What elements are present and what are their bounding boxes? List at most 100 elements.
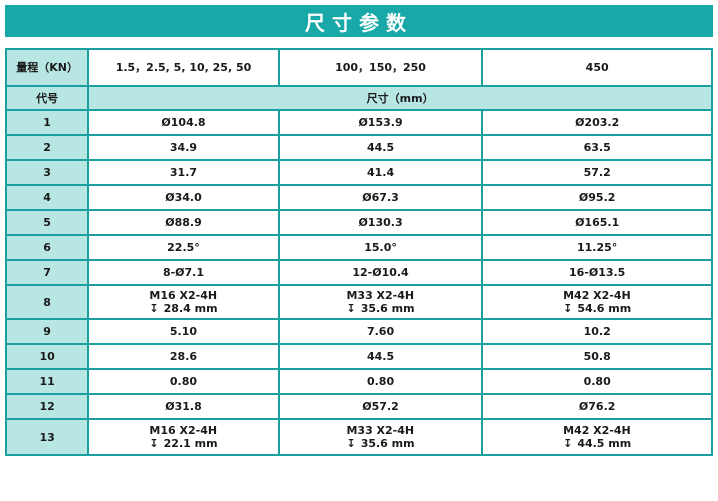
thread-depth-line: ↧ 54.6 mm (563, 302, 631, 315)
page-title: 尺寸参数 (5, 5, 713, 37)
thread-depth: 35.6 mm (360, 302, 415, 315)
thread-size: M42 X2-4H (563, 289, 631, 302)
range-value: 100，150，250 (277, 48, 484, 87)
thread-depth-line: ↧ 35.6 mm (346, 302, 414, 315)
table-cell: 44.5 (277, 134, 484, 161)
table-row: 11 0.80 0.80 0.80 (4, 368, 713, 395)
table-cell: 31.7 (87, 159, 280, 186)
table-row: 5 Ø88.9 Ø130.3 Ø165.1 (4, 209, 713, 236)
table-cell: M16 X2-4H ↧ 22.1 mm (87, 418, 280, 456)
code-header-row: 代号 尺寸（mm） (4, 85, 713, 111)
table-cell: 0.80 (481, 368, 713, 395)
thread-size: M16 X2-4H (149, 424, 218, 437)
table-cell: M16 X2-4H ↧ 28.4 mm (87, 284, 280, 320)
thread-depth: 28.4 mm (163, 302, 218, 315)
table-cell: 22.5° (87, 234, 280, 261)
table-cell: 15.0° (277, 234, 484, 261)
thread-spec: M16 X2-4H ↧ 22.1 mm (149, 424, 217, 450)
thread-spec: M16 X2-4H ↧ 28.4 mm (149, 289, 217, 315)
table-cell: 34.9 (87, 134, 280, 161)
table-row: 4 Ø34.0 Ø67.3 Ø95.2 (4, 184, 713, 211)
thread-spec: M33 X2-4H ↧ 35.6 mm (346, 289, 414, 315)
row-code: 7 (4, 259, 90, 286)
table-row: 10 28.6 44.5 50.8 (4, 343, 713, 370)
row-code: 2 (4, 134, 90, 161)
table-cell: Ø57.2 (277, 393, 484, 420)
table-row: 1 Ø104.8 Ø153.9 Ø203.2 (4, 109, 713, 136)
table-cell: 28.6 (87, 343, 280, 370)
table-row: 7 8-Ø7.1 12-Ø10.4 16-Ø13.5 (4, 259, 713, 286)
table-row: 13 M16 X2-4H ↧ 22.1 mm M33 X2-4H ↧ 35.6 mm… (4, 418, 713, 456)
code-label: 代号 (4, 85, 90, 111)
row-code: 6 (4, 234, 90, 261)
table-cell: Ø88.9 (87, 209, 280, 236)
row-code: 4 (4, 184, 90, 211)
thread-depth: 44.5 mm (577, 437, 632, 450)
thread-depth-line: ↧ 44.5 mm (563, 437, 631, 450)
depth-arrow-icon: ↧ (346, 302, 356, 315)
thread-spec: M42 X2-4H ↧ 44.5 mm (563, 424, 631, 450)
table-cell: Ø104.8 (87, 109, 280, 136)
table-cell: Ø76.2 (481, 393, 713, 420)
table-cell: Ø67.3 (277, 184, 484, 211)
row-code: 1 (4, 109, 90, 136)
table-row: 9 5.10 7.60 10.2 (4, 318, 713, 345)
thread-spec: M42 X2-4H ↧ 54.6 mm (563, 289, 631, 315)
table-cell: 63.5 (481, 134, 713, 161)
table-cell: 5.10 (87, 318, 280, 345)
table-cell: M33 X2-4H ↧ 35.6 mm (277, 284, 484, 320)
thread-depth: 22.1 mm (163, 437, 218, 450)
depth-arrow-icon: ↧ (149, 437, 159, 450)
table-cell: 0.80 (87, 368, 280, 395)
table-cell: Ø34.0 (87, 184, 280, 211)
table-row: 8 M16 X2-4H ↧ 28.4 mm M33 X2-4H ↧ 35.6 mm … (4, 284, 713, 320)
thread-depth-line: ↧ 22.1 mm (149, 437, 217, 450)
table-cell: 0.80 (277, 368, 484, 395)
table-row: 12 Ø31.8 Ø57.2 Ø76.2 (4, 393, 713, 420)
thread-depth: 54.6 mm (577, 302, 632, 315)
table-row: 3 31.7 41.4 57.2 (4, 159, 713, 186)
row-code: 12 (4, 393, 90, 420)
thread-spec: M33 X2-4H ↧ 35.6 mm (346, 424, 414, 450)
thread-depth-line: ↧ 28.4 mm (149, 302, 217, 315)
row-code: 10 (4, 343, 90, 370)
thread-size: M16 X2-4H (149, 289, 218, 302)
table-cell: 16-Ø13.5 (481, 259, 713, 286)
table-cell: 44.5 (277, 343, 484, 370)
size-label: 尺寸（mm） (87, 85, 713, 111)
table-cell: M42 X2-4H ↧ 44.5 mm (481, 418, 713, 456)
table-cell: Ø130.3 (277, 209, 484, 236)
row-code: 9 (4, 318, 90, 345)
thread-depth: 35.6 mm (360, 437, 415, 450)
table-row: 6 22.5° 15.0° 11.25° (4, 234, 713, 261)
table-cell: 50.8 (481, 343, 713, 370)
range-value: 450 (481, 48, 713, 87)
depth-arrow-icon: ↧ (563, 437, 573, 450)
row-code: 5 (4, 209, 90, 236)
table-cell: Ø165.1 (481, 209, 713, 236)
table-cell: M33 X2-4H ↧ 35.6 mm (277, 418, 484, 456)
range-header-row: 量程（KN） 1.5，2.5, 5, 10, 25, 50 100，150，25… (4, 48, 713, 87)
depth-arrow-icon: ↧ (149, 302, 159, 315)
table-cell: Ø153.9 (277, 109, 484, 136)
depth-arrow-icon: ↧ (563, 302, 573, 315)
table-cell: 10.2 (481, 318, 713, 345)
range-value: 1.5，2.5, 5, 10, 25, 50 (87, 48, 280, 87)
range-label: 量程（KN） (4, 48, 90, 87)
row-code: 11 (4, 368, 90, 395)
thread-depth-line: ↧ 35.6 mm (346, 437, 414, 450)
row-code: 13 (4, 418, 90, 456)
table-cell: Ø31.8 (87, 393, 280, 420)
table-cell: 7.60 (277, 318, 484, 345)
dimension-table: 量程（KN） 1.5，2.5, 5, 10, 25, 50 100，150，25… (4, 48, 713, 456)
table-cell: Ø95.2 (481, 184, 713, 211)
table-cell: Ø203.2 (481, 109, 713, 136)
table-cell: 8-Ø7.1 (87, 259, 280, 286)
table-row: 2 34.9 44.5 63.5 (4, 134, 713, 161)
row-code: 3 (4, 159, 90, 186)
thread-size: M33 X2-4H (346, 424, 415, 437)
thread-size: M33 X2-4H (346, 289, 415, 302)
thread-size: M42 X2-4H (563, 424, 631, 437)
depth-arrow-icon: ↧ (346, 437, 356, 450)
table-cell: M42 X2-4H ↧ 54.6 mm (481, 284, 713, 320)
